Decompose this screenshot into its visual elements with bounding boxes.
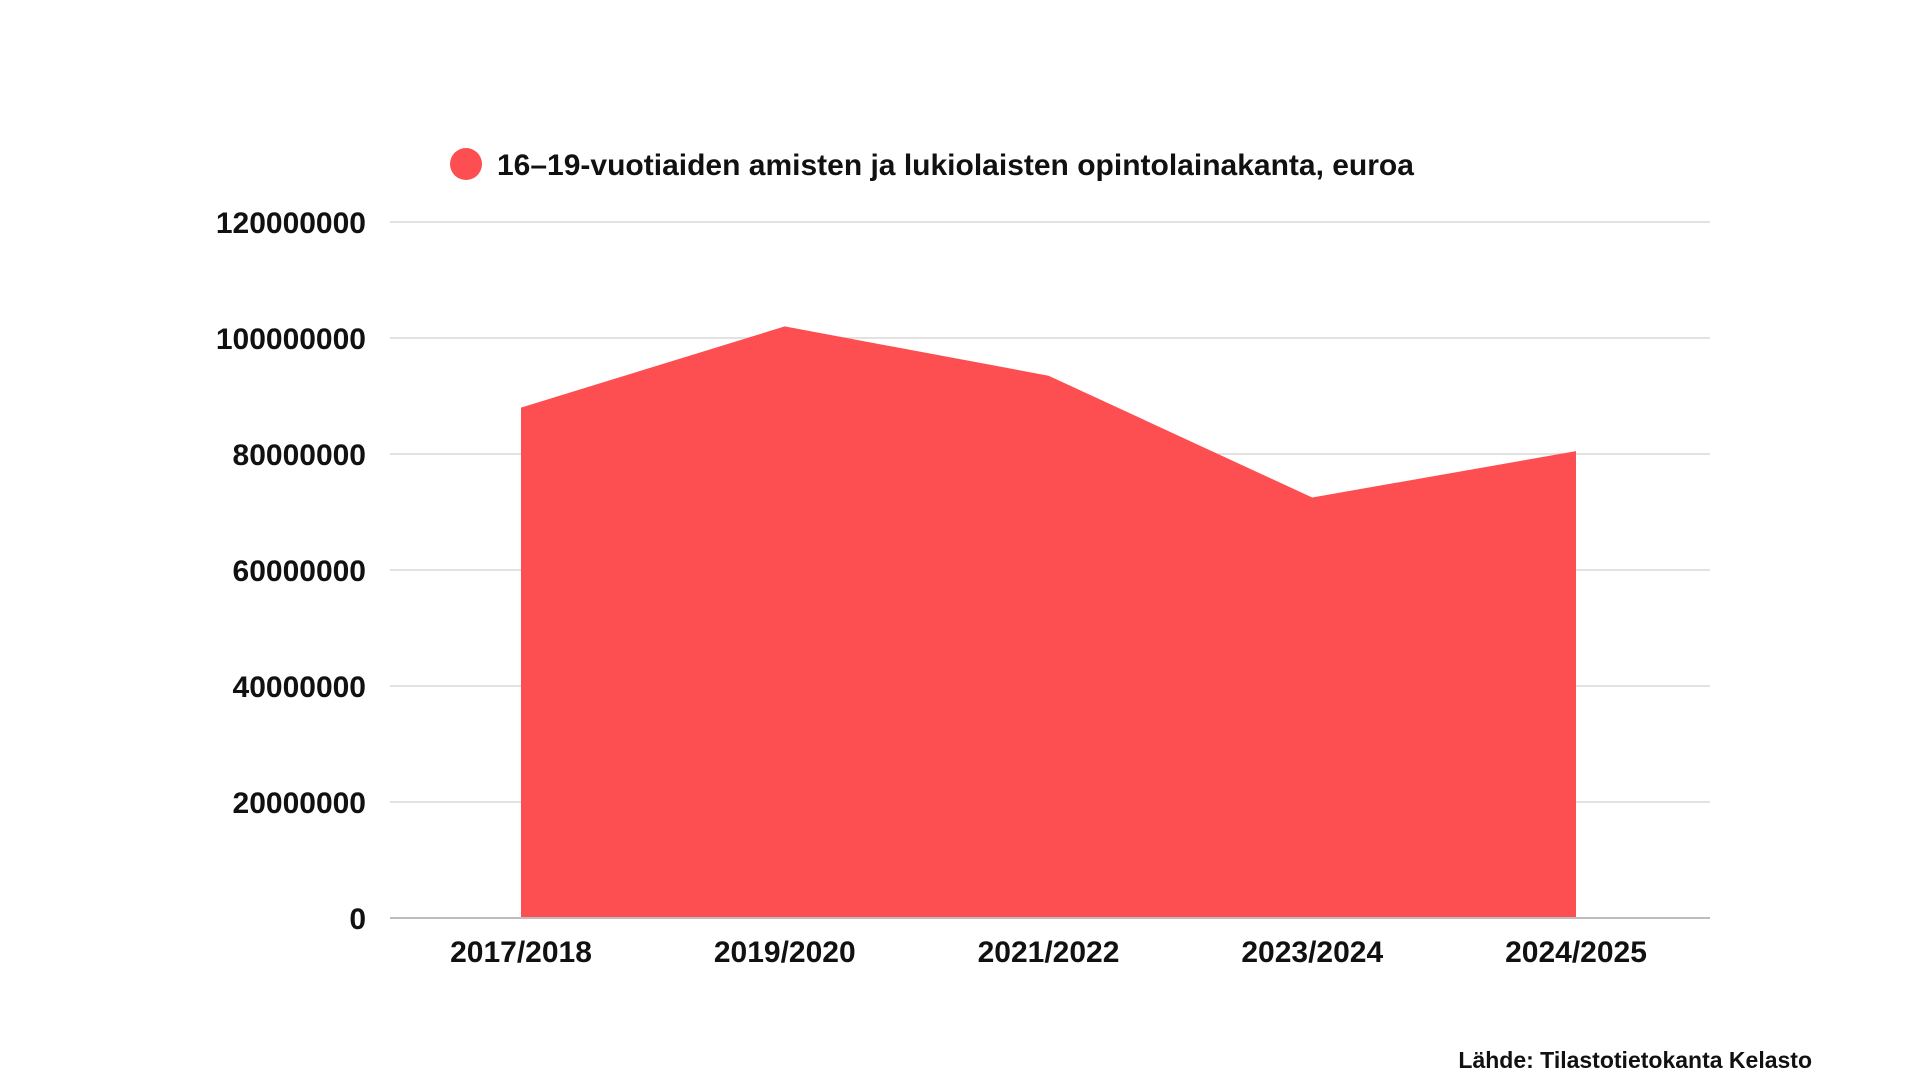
y-tick-label: 100000000 — [216, 323, 366, 356]
x-tick-label: 2023/2024 — [1241, 936, 1383, 969]
legend-label: 16–19-vuotiaiden amisten ja lukiolaisten… — [497, 149, 1414, 182]
x-tick-label: 2017/2018 — [450, 936, 592, 969]
series-area — [521, 326, 1576, 918]
x-tick-label: 2024/2025 — [1505, 936, 1647, 969]
y-tick-label: 40000000 — [233, 671, 366, 704]
x-tick-label: 2021/2022 — [978, 936, 1120, 969]
y-tick-label: 60000000 — [233, 555, 366, 588]
area-series — [521, 326, 1576, 918]
x-tick-label: 2019/2020 — [714, 936, 856, 969]
y-tick-label: 80000000 — [233, 439, 366, 472]
y-tick-label: 20000000 — [233, 787, 366, 820]
legend-swatch — [450, 148, 482, 180]
y-axis-ticks: 0 20000000 40000000 60000000 80000000 1000000… — [216, 207, 366, 936]
legend: 16–19-vuotiaiden amisten ja lukiolaisten… — [450, 148, 1414, 182]
source-note: Lähde: Tilastotietokanta Kelasto — [1458, 1047, 1812, 1073]
x-axis-ticks: 2017/2018 2019/2020 2021/2022 2023/2024 2024… — [450, 936, 1647, 969]
y-tick-label: 0 — [349, 903, 366, 936]
y-tick-label: 120000000 — [216, 207, 366, 240]
